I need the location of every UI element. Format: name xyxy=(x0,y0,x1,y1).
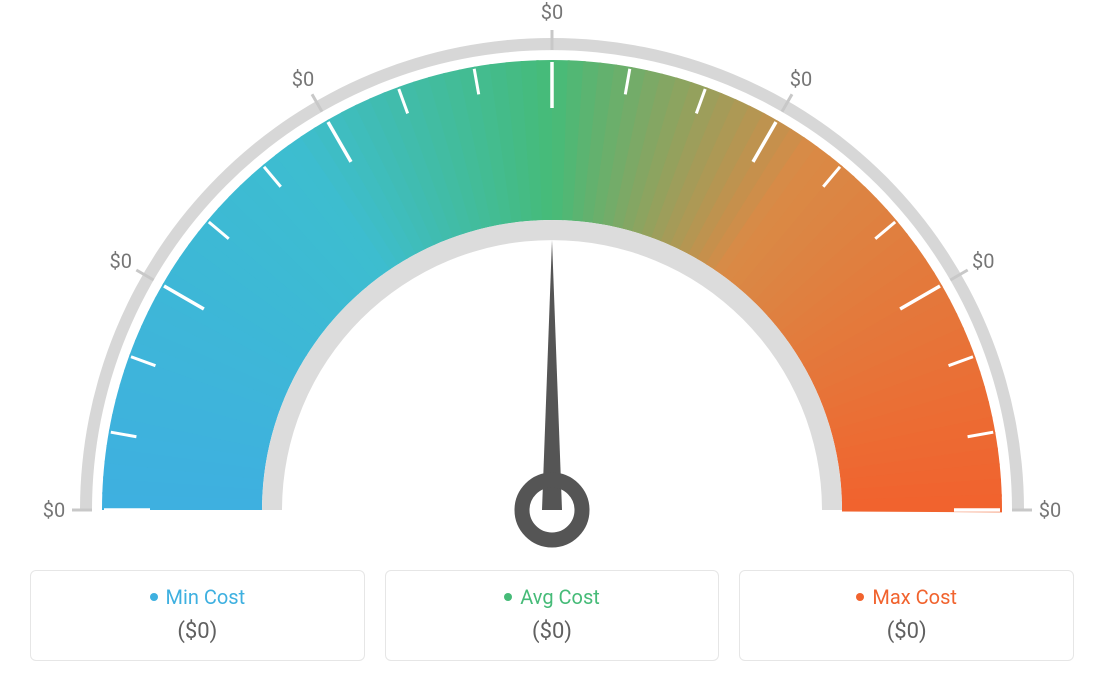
legend-title-min: Min Cost xyxy=(150,585,246,609)
gauge-tick-label: $0 xyxy=(972,249,994,273)
legend-card-avg: Avg Cost ($0) xyxy=(385,570,720,661)
gauge-needle xyxy=(522,240,582,540)
gauge-tick-label: $0 xyxy=(1039,498,1061,522)
gauge-tick-label: $0 xyxy=(292,67,314,91)
legend-value: ($0) xyxy=(750,619,1063,644)
legend-label: Max Cost xyxy=(872,585,957,609)
gauge-container: $0 $0 $0 $0 $0 $0 $0 xyxy=(0,0,1104,560)
legend-title-max: Max Cost xyxy=(856,585,957,609)
gauge-tick-label: $0 xyxy=(790,67,812,91)
legend-label: Avg Cost xyxy=(520,585,600,609)
legend-label: Min Cost xyxy=(166,585,246,609)
legend-card-min: Min Cost ($0) xyxy=(30,570,365,661)
gauge-tick-label: $0 xyxy=(43,498,65,522)
legend-title-avg: Avg Cost xyxy=(504,585,600,609)
legend-row: Min Cost ($0) Avg Cost ($0) Max Cost ($0) xyxy=(0,570,1104,661)
legend-dot-icon xyxy=(504,593,512,601)
gauge-tick-label: $0 xyxy=(541,0,563,24)
legend-dot-icon xyxy=(150,593,158,601)
gauge-svg xyxy=(0,0,1104,560)
legend-value: ($0) xyxy=(41,619,354,644)
legend-value: ($0) xyxy=(396,619,709,644)
legend-card-max: Max Cost ($0) xyxy=(739,570,1074,661)
legend-dot-icon xyxy=(856,593,864,601)
gauge-tick-label: $0 xyxy=(109,249,131,273)
